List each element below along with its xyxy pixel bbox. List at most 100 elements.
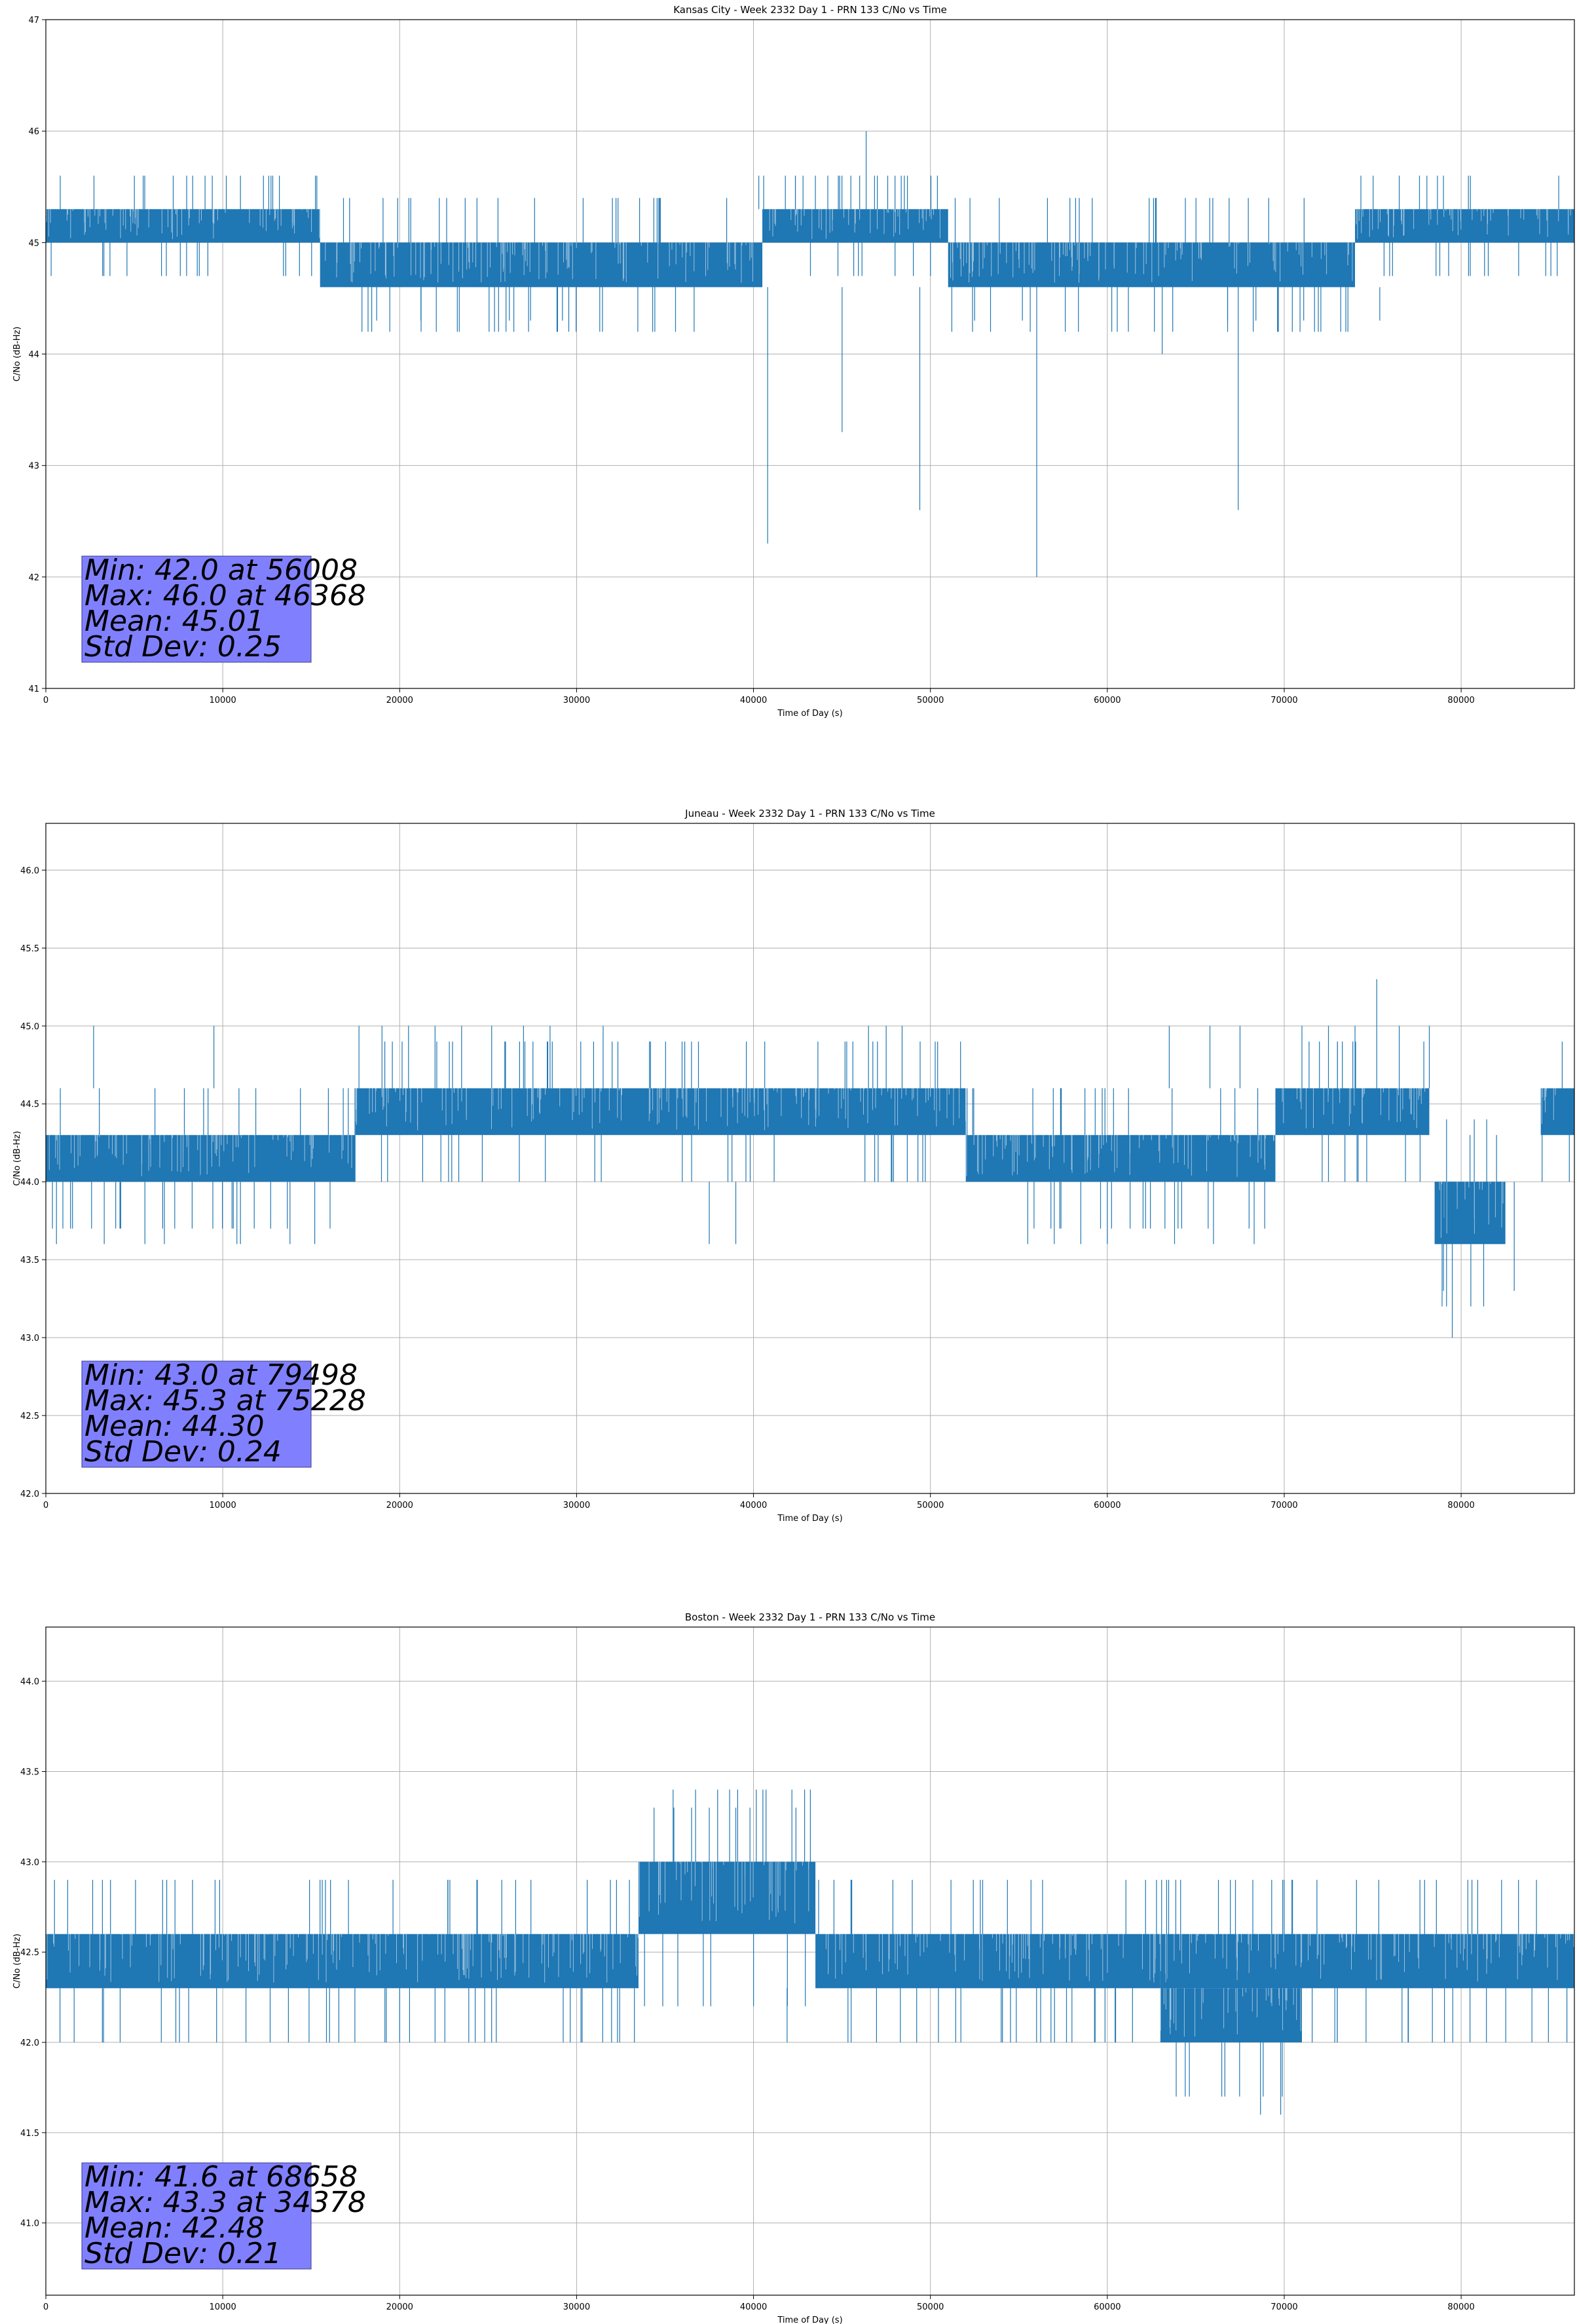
y-tick-label: 45 <box>28 238 39 248</box>
y-tick-label: 42.0 <box>20 2038 39 2048</box>
series-excursions <box>50 176 318 276</box>
x-tick-label: 20000 <box>386 1501 413 1510</box>
stats-line: Mean: 44.30 <box>84 1410 265 1443</box>
series-texture <box>950 242 1353 283</box>
x-tick-label: 70000 <box>1271 696 1297 705</box>
series-band <box>1160 1934 1574 1989</box>
x-tick-label: 10000 <box>209 1501 236 1510</box>
x-tick-label: 80000 <box>1447 696 1474 705</box>
x-tick-label: 0 <box>43 2302 48 2312</box>
x-tick-label: 50000 <box>917 1501 944 1510</box>
x-tick-label: 40000 <box>740 2302 767 2312</box>
x-tick-label: 0 <box>43 1501 48 1510</box>
series-texture <box>355 1088 967 1131</box>
chart-title: Juneau - Week 2332 Day 1 - PRN 133 C/No … <box>684 808 935 819</box>
stats-line: Mean: 45.01 <box>84 605 265 638</box>
series-texture <box>639 1862 809 1924</box>
stats-line: Max: 46.0 at 46368 <box>84 579 366 612</box>
series-band <box>46 1934 639 1989</box>
x-axis-label: Time of Day (s) <box>777 1514 842 1524</box>
y-tick-label: 42.0 <box>20 1490 39 1499</box>
series-texture <box>46 209 320 239</box>
stats-box-background <box>81 1360 312 1468</box>
y-axis-label: C/No (dB-Hz) <box>12 327 22 382</box>
x-tick-label: 30000 <box>563 696 590 705</box>
y-tick-label: 41 <box>28 684 39 694</box>
series-texture <box>48 1134 352 1176</box>
y-tick-label: 42.5 <box>20 1412 39 1421</box>
stats-line: Std Dev: 0.25 <box>84 630 282 664</box>
plot-frame <box>45 1626 1575 2296</box>
y-tick-label: 41.0 <box>20 2219 39 2229</box>
series-excursions <box>967 1088 1265 1229</box>
chart-panel-2: 0 10000 20000 30000 40000 50000 60000 70000 8000… <box>12 808 1575 1524</box>
series-texture <box>1160 1934 1574 1983</box>
series-texture <box>46 1934 639 1983</box>
x-tick-label: 20000 <box>386 2302 413 2312</box>
x-tick-label: 50000 <box>917 696 944 705</box>
x-tick-label: 30000 <box>563 1501 590 1510</box>
series-excursions <box>1542 1041 1570 1182</box>
x-tick-label: 0 <box>43 696 48 705</box>
x-tick-label: 40000 <box>740 696 767 705</box>
y-tick-label: 46.0 <box>20 866 39 876</box>
series-excursions <box>763 176 938 276</box>
x-tick-label: 60000 <box>1094 2302 1121 2312</box>
x-tick-label: 70000 <box>1271 1501 1297 1510</box>
series-band <box>1160 1988 1302 2043</box>
y-tick-label: 45.5 <box>20 944 39 954</box>
chart-title: Boston - Week 2332 Day 1 - PRN 133 C/No … <box>685 1611 935 1623</box>
series-excursions <box>343 198 728 332</box>
series-texture <box>1160 1988 1301 2037</box>
series-line <box>46 131 1574 577</box>
x-tick-label: 30000 <box>563 2302 590 2312</box>
y-tick-label: 45.0 <box>20 1022 39 1032</box>
series-texture <box>1439 1182 1504 1238</box>
stats-line: Min: 43.0 at 79498 <box>84 1359 358 1392</box>
series-texture <box>1282 1088 1426 1129</box>
series-excursions <box>818 1879 1157 2043</box>
series-excursions <box>52 1088 356 1229</box>
stats-line: Std Dev: 0.24 <box>84 1435 282 1469</box>
series-texture <box>769 209 940 239</box>
series-texture <box>325 242 753 283</box>
x-tick-label: 40000 <box>740 1501 767 1510</box>
x-tick-label: 10000 <box>209 696 236 705</box>
series-excursions <box>644 1790 811 2006</box>
y-tick-label: 43.5 <box>20 1256 39 1265</box>
stats-box-background <box>81 555 312 663</box>
stats-line: Min: 41.6 at 68658 <box>84 2160 358 2194</box>
series-excursions <box>54 1879 635 2043</box>
y-axis-label: C/No (dB-Hz) <box>12 1934 22 1989</box>
x-tick-label: 80000 <box>1447 1501 1474 1510</box>
stats-box-background <box>81 2162 312 2270</box>
x-tick-label: 20000 <box>386 696 413 705</box>
y-tick-label: 46 <box>28 127 39 137</box>
x-tick-label: 80000 <box>1447 2302 1474 2312</box>
x-axis-label: Time of Day (s) <box>777 709 842 719</box>
series-band <box>1540 1088 1574 1135</box>
series-band <box>46 209 320 243</box>
series-texture <box>825 1934 1160 1983</box>
series-excursions <box>1360 176 1559 276</box>
x-tick-label: 70000 <box>1271 2302 1297 2312</box>
y-tick-label: 44.0 <box>20 1677 39 1687</box>
y-tick-label: 44.0 <box>20 1178 39 1188</box>
chart-panel-3: 0 10000 20000 30000 40000 50000 60000 70000 8000… <box>12 1611 1575 2324</box>
series-texture <box>966 1134 1274 1177</box>
series-excursions <box>1166 1934 1289 2097</box>
stats-line: Min: 42.0 at 56008 <box>84 553 358 587</box>
y-tick-label: 43.0 <box>20 1858 39 1867</box>
stats-line: Max: 43.3 at 34378 <box>84 2186 366 2219</box>
chart-panel-1: 0 10000 20000 30000 40000 50000 60000 70000 8000… <box>12 4 1575 719</box>
stats-line: Mean: 42.48 <box>84 2211 265 2245</box>
y-tick-label: 43.5 <box>20 1768 39 1778</box>
stats-line: Std Dev: 0.21 <box>84 2237 282 2270</box>
x-axis-label: Time of Day (s) <box>777 2315 842 2324</box>
series-excursions <box>1161 1879 1568 2043</box>
series-excursions <box>1441 1119 1487 1307</box>
y-tick-label: 42.5 <box>20 1948 39 1958</box>
y-tick-label: 42 <box>28 573 39 583</box>
